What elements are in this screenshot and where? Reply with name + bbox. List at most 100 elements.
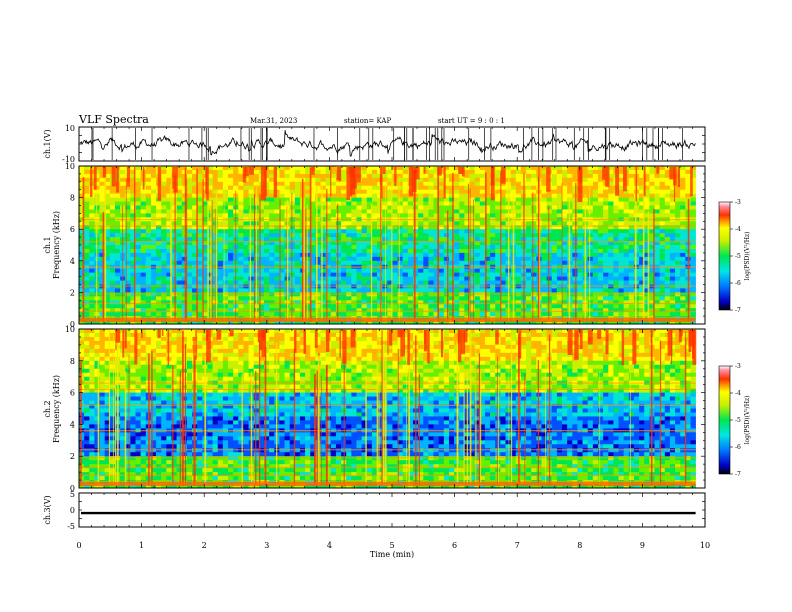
spectrogram-cell [423,276,429,281]
spectrogram-cell [628,169,635,175]
spectrogram-cell [664,284,671,289]
spectrogram-cell [479,296,486,301]
spectrogram-cell [109,320,116,325]
spectrogram-cell [592,260,599,266]
spectrogram-cell [680,221,686,226]
spectrogram-cell [526,320,532,325]
spectrogram-cell [161,241,167,246]
spectrogram-cell [351,237,357,242]
spectrogram-cell [654,248,660,254]
spectrogram-cell [171,213,177,218]
spectrogram-cell [114,233,121,238]
spectrogram-cell [454,248,460,254]
spectrogram-cell [500,268,506,273]
spectrogram-cell [238,241,244,246]
spectrogram-cell [526,260,532,266]
spectrogram-cell [413,213,419,218]
spectrogram-cell [330,248,337,254]
spectrogram-cell [130,237,136,242]
spectrogram-cell [669,256,676,262]
spectrogram-cell [320,292,326,297]
spectrogram-cell [217,252,224,258]
spectrogram-cell [305,185,311,190]
spectrogram-cell [217,248,224,254]
spectrogram-cell [99,166,105,171]
spectrogram-cell [413,300,419,305]
spectrogram-cell [125,300,131,305]
spectrogram-cell [366,193,373,198]
spectrogram-cell [484,308,491,313]
spectrogram-cell [443,252,450,258]
spectrogram-cell [145,296,152,301]
spectrogram-cell [448,181,455,187]
spectrogram-cell [114,308,121,313]
spectrogram-cell [654,288,660,293]
spectrogram-cell [675,292,681,297]
spectrogram-cell [325,276,332,281]
spectrogram-cell [284,185,290,190]
spectrogram-cell [675,225,681,230]
spectrogram-cell [438,256,445,262]
spectrogram-cell [330,229,337,234]
spectrogram-cell [608,296,614,301]
spectrogram-cell [515,193,522,198]
spectrogram-cell [402,169,409,175]
spectrogram-cell [192,304,198,309]
spectrogram-cell [171,225,177,230]
spectrogram-cell [320,320,326,325]
spectrogram-cell [669,233,676,238]
spectrogram-cell [125,197,131,202]
spectrogram-cell [361,256,368,262]
spectrogram-cell [402,181,409,187]
spectrogram-cell [592,256,599,262]
spectrogram-cell [315,292,321,297]
spectrogram-cell [181,169,188,175]
spectrogram-cell [438,248,445,254]
spectrogram-cell [454,268,460,273]
spectrogram-cell [402,312,409,317]
spectrogram-cell [109,280,116,285]
spectrogram-cell [448,241,455,246]
spectrogram-cell [464,252,470,258]
spectrogram-cell [474,237,481,242]
spectrogram-cell [145,185,152,190]
spectrogram-cell [392,229,398,234]
spectrogram-cell [443,169,450,175]
spectrogram-cell [577,308,583,313]
spectrogram-cell [161,166,167,171]
spectrogram-cell [387,300,393,305]
spectrogram-cell [526,296,532,301]
spectrogram-cell [279,308,285,313]
spectrogram-cell [238,193,244,198]
spectrogram-cell [222,292,229,297]
spectrogram-cell [269,241,275,246]
spectrogram-cell [207,173,213,179]
spectrogram-cell [346,260,352,266]
spectrogram-cell [669,237,676,242]
spectrogram-cell [279,241,285,246]
spectrogram-cell [166,201,172,206]
spectrogram-cell [587,213,594,218]
spectrogram-cell [531,260,537,266]
spectrogram-cell [320,288,326,293]
spectrogram-cell [597,241,604,246]
spectrogram-cell [510,320,517,325]
spectrogram-cell [562,300,568,305]
spectrogram-cell [531,193,537,198]
spectrogram-cell [608,225,614,230]
spectrogram-cell [495,300,501,305]
spectrogram-cell [356,320,362,325]
spectrogram-cell [669,189,676,194]
spectrogram-cell [423,233,429,238]
spectrogram-cell [166,209,172,214]
spectrogram-cell [597,213,604,218]
spectrogram-cell [217,320,224,325]
spectrogram-cell [623,189,630,194]
spectrogram-cell [551,284,558,289]
spectrogram-cell [644,292,650,297]
spectrogram-cell [690,304,696,309]
spectrogram-cell [443,173,450,179]
spectrogram-cell [623,272,630,277]
spectrogram-cell [109,241,116,246]
spectrogram-cell [89,252,95,258]
